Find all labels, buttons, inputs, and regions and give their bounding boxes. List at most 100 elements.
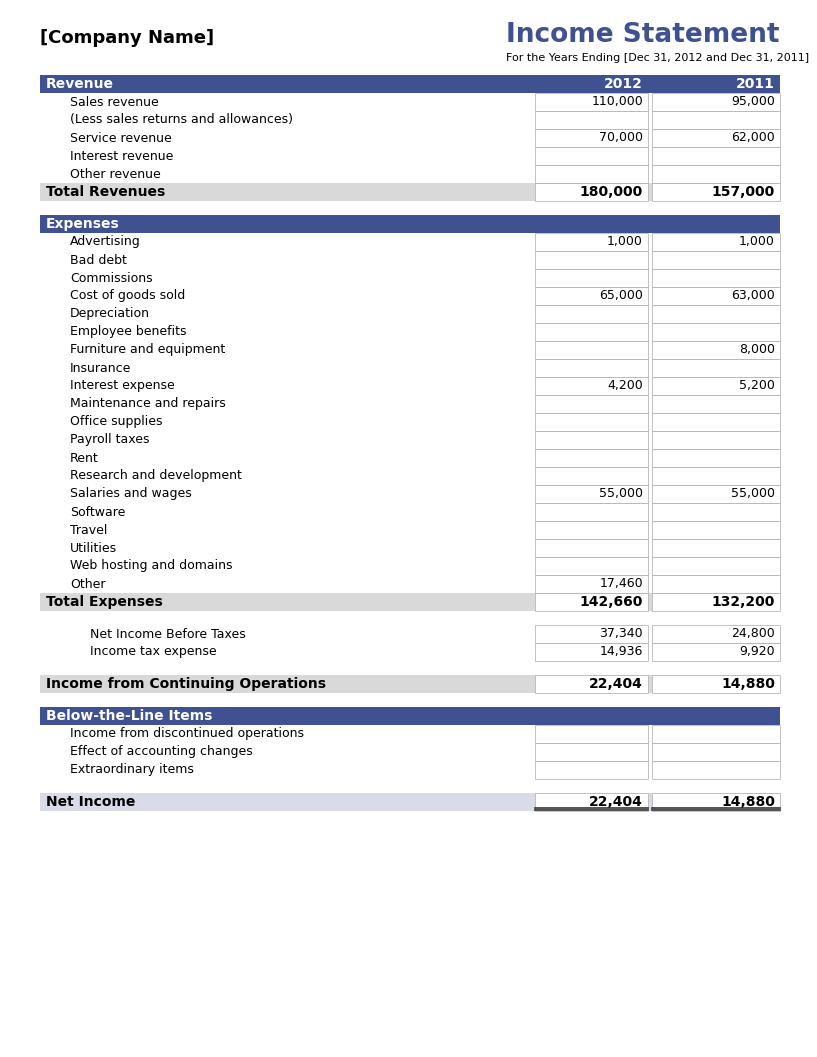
- Bar: [652, 377, 780, 395]
- Text: Research and development: Research and development: [70, 469, 242, 482]
- Text: Maintenance and repairs: Maintenance and repairs: [70, 397, 225, 410]
- Bar: [40, 675, 780, 693]
- Bar: [652, 341, 780, 359]
- Bar: [652, 503, 780, 521]
- Text: Travel: Travel: [70, 523, 107, 537]
- Text: 55,000: 55,000: [599, 487, 643, 501]
- Bar: [40, 359, 780, 377]
- Bar: [535, 305, 648, 323]
- Bar: [40, 288, 780, 305]
- Bar: [535, 557, 648, 575]
- Text: Depreciation: Depreciation: [70, 308, 150, 320]
- Text: Income from Continuing Operations: Income from Continuing Operations: [46, 676, 326, 691]
- Bar: [535, 251, 648, 268]
- Text: Other: Other: [70, 577, 105, 591]
- Text: Salaries and wages: Salaries and wages: [70, 487, 192, 501]
- Text: Net Income: Net Income: [46, 795, 136, 809]
- Text: 157,000: 157,000: [712, 185, 775, 199]
- Bar: [652, 761, 780, 779]
- Bar: [535, 725, 648, 743]
- Bar: [652, 467, 780, 485]
- Text: 110,000: 110,000: [592, 95, 643, 109]
- Bar: [535, 93, 648, 111]
- Text: Income tax expense: Income tax expense: [90, 646, 217, 659]
- Bar: [652, 323, 780, 341]
- Text: 62,000: 62,000: [731, 131, 775, 145]
- Bar: [535, 233, 648, 251]
- Text: [Company Name]: [Company Name]: [40, 29, 214, 47]
- Text: 65,000: 65,000: [599, 290, 643, 302]
- Bar: [40, 215, 780, 233]
- Text: Rent: Rent: [70, 451, 99, 464]
- Bar: [40, 485, 780, 503]
- Text: 22,404: 22,404: [589, 676, 643, 691]
- Bar: [40, 643, 780, 661]
- Text: Net Income Before Taxes: Net Income Before Taxes: [90, 628, 246, 641]
- Text: 5,200: 5,200: [739, 379, 775, 392]
- Bar: [652, 557, 780, 575]
- Bar: [40, 323, 780, 341]
- Bar: [40, 395, 780, 413]
- Bar: [535, 395, 648, 413]
- Bar: [40, 251, 780, 268]
- Text: Total Revenues: Total Revenues: [46, 185, 165, 199]
- Bar: [652, 165, 780, 183]
- Text: 63,000: 63,000: [731, 290, 775, 302]
- Bar: [535, 521, 648, 539]
- Bar: [652, 743, 780, 761]
- Bar: [40, 725, 780, 743]
- Text: (Less sales returns and allowances): (Less sales returns and allowances): [70, 113, 293, 127]
- Bar: [535, 431, 648, 449]
- Bar: [40, 305, 780, 323]
- Text: 14,880: 14,880: [721, 795, 775, 809]
- Text: 1,000: 1,000: [607, 236, 643, 248]
- Bar: [40, 431, 780, 449]
- Bar: [40, 593, 780, 611]
- Bar: [40, 625, 780, 643]
- Bar: [652, 643, 780, 661]
- Bar: [40, 449, 780, 467]
- Bar: [652, 485, 780, 503]
- Text: Sales revenue: Sales revenue: [70, 95, 158, 109]
- Bar: [40, 75, 780, 93]
- Bar: [40, 793, 780, 811]
- Bar: [652, 539, 780, 557]
- Bar: [535, 129, 648, 147]
- Bar: [652, 593, 780, 611]
- Bar: [40, 93, 780, 111]
- Bar: [40, 341, 780, 359]
- Bar: [535, 413, 648, 431]
- Bar: [40, 539, 780, 557]
- Text: Advertising: Advertising: [70, 236, 141, 248]
- Bar: [535, 593, 648, 611]
- Text: Service revenue: Service revenue: [70, 131, 172, 145]
- Text: Expenses: Expenses: [46, 217, 120, 231]
- Bar: [40, 503, 780, 521]
- Bar: [40, 743, 780, 761]
- Text: Income Statement: Income Statement: [507, 22, 780, 48]
- Bar: [535, 341, 648, 359]
- Bar: [535, 268, 648, 288]
- Bar: [652, 575, 780, 593]
- Bar: [652, 359, 780, 377]
- Text: 14,936: 14,936: [600, 646, 643, 659]
- Bar: [535, 467, 648, 485]
- Bar: [535, 377, 648, 395]
- Bar: [535, 539, 648, 557]
- Bar: [652, 111, 780, 129]
- Bar: [652, 183, 780, 201]
- Text: Web hosting and domains: Web hosting and domains: [70, 559, 233, 573]
- Bar: [652, 413, 780, 431]
- Text: Income from discontinued operations: Income from discontinued operations: [70, 727, 304, 741]
- Bar: [535, 743, 648, 761]
- Text: Cost of goods sold: Cost of goods sold: [70, 290, 185, 302]
- Bar: [652, 93, 780, 111]
- Bar: [40, 111, 780, 129]
- Text: 4,200: 4,200: [607, 379, 643, 392]
- Text: Utilities: Utilities: [70, 541, 117, 555]
- Bar: [535, 575, 648, 593]
- Text: 132,200: 132,200: [712, 595, 775, 609]
- Text: 37,340: 37,340: [600, 628, 643, 641]
- Bar: [652, 233, 780, 251]
- Text: 142,660: 142,660: [579, 595, 643, 609]
